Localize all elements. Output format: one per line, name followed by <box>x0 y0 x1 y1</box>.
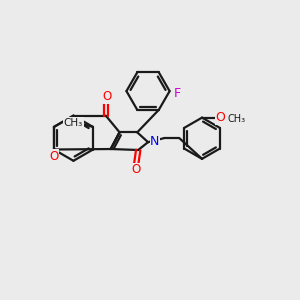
Text: CH₃: CH₃ <box>227 114 246 124</box>
Text: CH₃: CH₃ <box>64 118 83 128</box>
Text: O: O <box>132 163 141 176</box>
Text: O: O <box>49 150 58 163</box>
Text: N: N <box>150 135 160 148</box>
Text: O: O <box>102 91 111 103</box>
Text: O: O <box>216 111 226 124</box>
Text: F: F <box>174 87 181 100</box>
